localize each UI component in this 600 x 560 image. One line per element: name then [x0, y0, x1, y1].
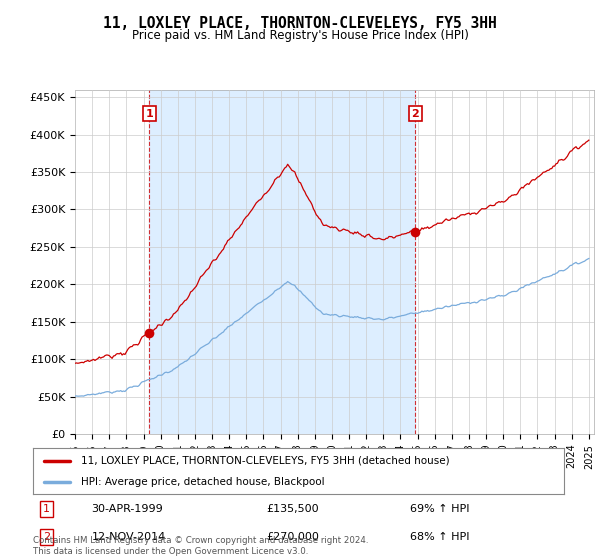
Text: 1: 1 [43, 504, 50, 514]
Text: 12-NOV-2014: 12-NOV-2014 [91, 532, 166, 542]
Text: Price paid vs. HM Land Registry's House Price Index (HPI): Price paid vs. HM Land Registry's House … [131, 29, 469, 42]
Text: Contains HM Land Registry data © Crown copyright and database right 2024.
This d: Contains HM Land Registry data © Crown c… [33, 536, 368, 556]
Bar [149, 90, 415, 434]
Text: 2: 2 [43, 532, 50, 542]
Text: 11, LOXLEY PLACE, THORNTON-CLEVELEYS, FY5 3HH (detached house): 11, LOXLEY PLACE, THORNTON-CLEVELEYS, FY… [81, 456, 449, 466]
Text: 2: 2 [412, 109, 419, 119]
Text: 11, LOXLEY PLACE, THORNTON-CLEVELEYS, FY5 3HH: 11, LOXLEY PLACE, THORNTON-CLEVELEYS, FY… [103, 16, 497, 31]
Text: 68% ↑ HPI: 68% ↑ HPI [410, 532, 470, 542]
Text: 30-APR-1999: 30-APR-1999 [91, 504, 163, 514]
Text: £135,500: £135,500 [266, 504, 319, 514]
Text: 1: 1 [145, 109, 153, 119]
Text: HPI: Average price, detached house, Blackpool: HPI: Average price, detached house, Blac… [81, 477, 325, 487]
Text: 69% ↑ HPI: 69% ↑ HPI [410, 504, 470, 514]
Text: £270,000: £270,000 [266, 532, 320, 542]
